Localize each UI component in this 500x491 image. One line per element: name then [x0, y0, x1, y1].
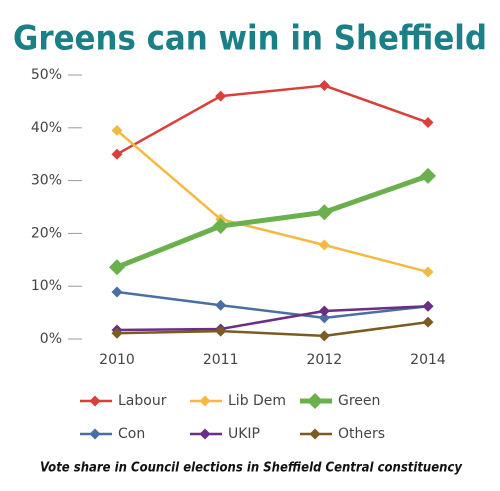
point: [111, 286, 123, 298]
point: [109, 259, 125, 276]
point: [422, 316, 434, 328]
y-tick-label: 10%: [31, 278, 62, 294]
x-tick-label: 2010: [99, 352, 135, 368]
chart-title: Greens can win in Sheffield: [13, 19, 487, 59]
series-line: [116, 84, 429, 156]
y-tick-label: 0%: [40, 331, 62, 347]
y-tick-label: 20%: [31, 225, 62, 241]
legend-marker: [89, 428, 101, 440]
legend-marker: [89, 395, 101, 407]
series-line: [116, 320, 429, 338]
legend-marker: [199, 428, 211, 440]
point: [420, 167, 436, 184]
point: [318, 330, 330, 342]
chart-subtitle: Vote share in Council elections in Sheff…: [40, 461, 462, 476]
point: [215, 325, 227, 337]
point: [215, 90, 227, 102]
point: [422, 266, 434, 278]
x-tick-label: 2011: [203, 352, 239, 368]
point: [111, 124, 123, 136]
x-tick-label: 2014: [410, 352, 446, 368]
y-tick-label: 50%: [31, 67, 62, 83]
point: [318, 312, 330, 324]
point: [111, 327, 123, 339]
legend-label: UKIP: [228, 426, 260, 442]
point: [422, 117, 434, 129]
legend-label: Labour: [118, 393, 167, 409]
legend-marker: [307, 393, 323, 409]
y-tick-label: 40%: [31, 120, 62, 136]
point: [318, 305, 330, 317]
legend-label: Lib Dem: [228, 393, 286, 409]
point: [212, 218, 229, 235]
point: [318, 239, 330, 251]
legend-marker: [309, 428, 321, 440]
point: [111, 148, 123, 160]
series-line: [116, 290, 429, 320]
legend-label: Others: [338, 426, 385, 442]
point: [316, 204, 333, 221]
y-tick-label: 30%: [31, 173, 62, 189]
legend-label: Green: [338, 393, 380, 409]
legend-label: Con: [118, 426, 145, 442]
series-line: [116, 129, 429, 274]
x-tick-label: 2012: [307, 352, 343, 368]
legend-marker: [199, 395, 211, 407]
point: [422, 300, 434, 312]
point: [215, 299, 227, 311]
point: [318, 80, 330, 92]
series-line: [116, 173, 429, 270]
series-line: [116, 305, 429, 332]
